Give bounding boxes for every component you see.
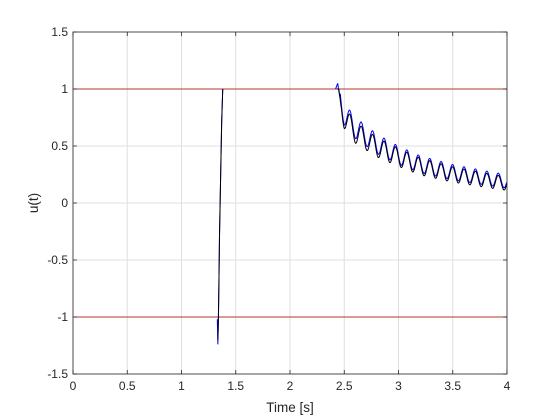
x-tick-label: 3 bbox=[395, 379, 402, 393]
series-layer bbox=[216, 83, 508, 345]
x-tick-label: 1 bbox=[178, 379, 185, 393]
y-axis-label: u(t) bbox=[26, 193, 41, 213]
series-line bbox=[336, 88, 508, 191]
x-tick-label: 1.5 bbox=[227, 379, 244, 393]
x-tick-label: 2.5 bbox=[336, 379, 353, 393]
y-tick-label: 0 bbox=[61, 196, 68, 210]
y-tick-label: -1.5 bbox=[47, 367, 68, 381]
x-tick-labels: 0 0.5 1 1.5 2 2.5 3 3.5 4 bbox=[70, 379, 511, 393]
y-tick-label: 1 bbox=[61, 82, 68, 96]
ticks bbox=[72, 31, 508, 375]
reference-lines bbox=[73, 88, 507, 318]
x-tick-label: 3.5 bbox=[444, 379, 461, 393]
x-tick-label: 2 bbox=[287, 379, 294, 393]
x-tick-label: 0 bbox=[70, 379, 77, 393]
y-tick-label: -0.5 bbox=[47, 253, 68, 267]
series-1 bbox=[217, 88, 508, 340]
y-tick-label: 1.5 bbox=[51, 25, 68, 39]
x-tick-label: 4 bbox=[504, 379, 511, 393]
y-tick-label: 0.5 bbox=[51, 139, 68, 153]
y-tick-label: -1 bbox=[57, 310, 68, 324]
y-tick-labels: -1.5 -1 -0.5 0 0.5 1 1.5 bbox=[47, 25, 68, 381]
x-axis-label: Time [s] bbox=[266, 400, 314, 415]
x-tick-label: 0.5 bbox=[119, 379, 136, 393]
series-line bbox=[217, 88, 224, 340]
